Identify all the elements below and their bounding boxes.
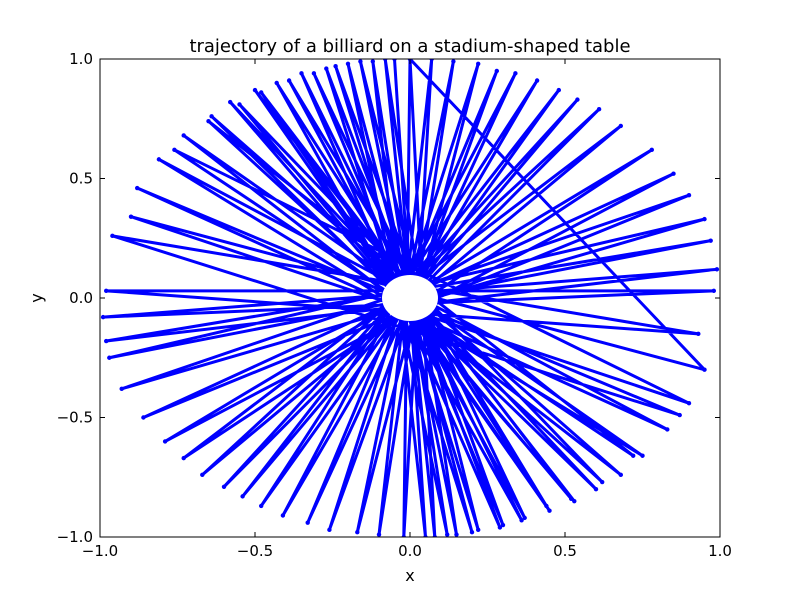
x-tick-label: 1.0	[708, 542, 732, 560]
trajectory-point	[618, 472, 623, 478]
trajectory-point	[593, 487, 599, 492]
x-axis-label: x	[405, 566, 414, 585]
trajectory-point	[358, 59, 363, 64]
trajectory-point	[618, 123, 623, 129]
trajectory-point	[324, 66, 329, 71]
trajectory-point	[534, 78, 540, 83]
trajectory-point	[135, 185, 140, 191]
trajectory-point	[286, 78, 292, 83]
trajectory-point	[677, 412, 682, 418]
trajectory-point	[299, 71, 304, 76]
trajectory-point	[252, 87, 258, 93]
trajectory-point	[327, 527, 332, 533]
trajectory-point	[429, 59, 434, 62]
trajectory-point	[702, 216, 707, 222]
trajectory-point	[280, 513, 286, 518]
trajectory-point	[104, 288, 109, 294]
trajectory-point	[172, 147, 177, 153]
trajectory-point	[104, 338, 109, 344]
y-tick-label: 0.5	[69, 170, 93, 188]
trajectory-point	[141, 415, 146, 420]
trajectory-point	[686, 193, 692, 198]
chart-title: trajectory of a billiard on a stadium-sh…	[189, 36, 630, 57]
trajectory-point	[513, 71, 518, 76]
trajectory-point	[181, 455, 186, 461]
trajectory-point	[451, 59, 456, 64]
trajectory-point	[206, 118, 211, 124]
trajectory-point	[519, 518, 524, 523]
trajectory-point	[432, 534, 437, 537]
trajectory-point	[547, 508, 552, 513]
trajectory-point	[376, 532, 382, 537]
ticks-layer: −1.0 −0.5 0.0 0.5 1.0 −1.0 −0.5 0.0 0.5 1.0	[57, 50, 732, 560]
trajectory-point	[476, 527, 481, 533]
trajectory-point	[107, 355, 112, 360]
trajectory-point	[392, 59, 397, 62]
y-axis-label: y	[27, 293, 46, 302]
x-tick-label: −0.5	[237, 542, 273, 560]
trajectory-point	[181, 133, 186, 138]
y-tick-label: −1.0	[57, 528, 93, 546]
trajectory-point	[162, 439, 168, 444]
trajectory-point	[240, 494, 245, 499]
trajectory-point	[401, 534, 406, 537]
trajectory-point	[500, 522, 506, 528]
trajectory-point	[575, 97, 580, 102]
trajectory-point	[305, 520, 310, 525]
trajectory-point	[711, 288, 716, 294]
trajectory-point	[100, 314, 106, 320]
trajectory-point	[383, 59, 388, 62]
trajectory-point	[640, 453, 645, 458]
trajectory-point	[445, 532, 450, 537]
trajectory-point	[686, 400, 692, 406]
trajectory-point	[665, 427, 670, 432]
trajectory-point	[476, 61, 481, 66]
trajectory-point	[497, 525, 503, 530]
trajectory-point	[237, 102, 242, 107]
trajectory-point	[708, 238, 713, 243]
trajectory-point	[110, 233, 115, 239]
trajectory-point	[311, 71, 317, 76]
trajectory-point	[200, 472, 205, 478]
trajectory-point	[209, 114, 214, 119]
trajectory-point	[370, 59, 375, 64]
trajectory-point	[714, 267, 720, 272]
trajectory-point	[649, 147, 654, 153]
trajectory-point	[544, 503, 549, 509]
trajectory-point	[494, 68, 499, 74]
x-tick-label: −1.0	[82, 542, 118, 560]
trajectory-point	[156, 157, 162, 162]
trajectory-point	[596, 106, 602, 112]
trajectory-point	[454, 532, 459, 537]
trajectory-point	[274, 80, 279, 86]
trajectory-point	[469, 530, 475, 535]
trajectory-point	[569, 496, 574, 501]
trajectory-point	[631, 453, 636, 458]
trajectory-point	[522, 515, 527, 521]
y-tick-label: −0.5	[57, 409, 93, 427]
trajectory-point	[572, 498, 577, 504]
trajectory-point	[345, 61, 351, 66]
trajectory-point	[702, 367, 707, 372]
trajectory-point	[333, 63, 338, 69]
y-tick-label: 0.0	[69, 289, 93, 307]
trajectory-point	[423, 534, 428, 537]
trajectory-point	[228, 99, 233, 105]
trajectory-point	[221, 484, 227, 490]
trajectory-point	[259, 503, 264, 509]
x-tick-label: 0.0	[398, 542, 422, 560]
plot-area: −1.0 −0.5 0.0 0.5 1.0 −1.0 −0.5 0.0 0.5 1.0	[57, 50, 732, 560]
trajectory-point	[556, 87, 561, 93]
center-gap	[382, 275, 438, 321]
trajectory-point	[355, 530, 360, 535]
x-tick-label: 0.5	[553, 542, 577, 560]
y-tick-label: 1.0	[69, 50, 93, 68]
trajectory-point	[671, 171, 676, 176]
trajectory-point	[128, 214, 134, 219]
trajectory-point	[119, 386, 124, 392]
trajectory-point	[696, 331, 701, 337]
trajectory-point	[600, 479, 605, 485]
trajectory-point	[259, 90, 264, 95]
